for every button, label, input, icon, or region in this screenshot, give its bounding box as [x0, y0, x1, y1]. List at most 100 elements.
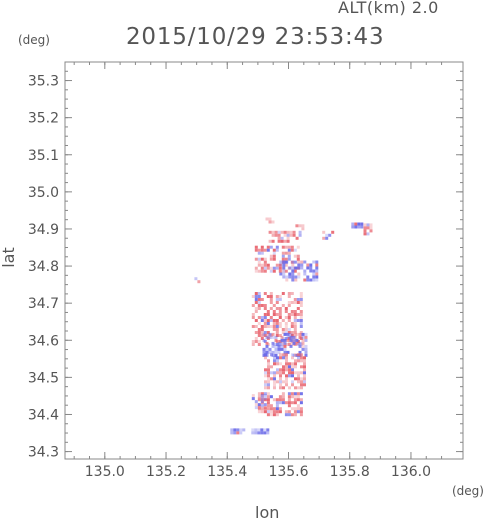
echo-cell [294, 377, 297, 381]
echo-cell [287, 395, 291, 399]
echo-cell [281, 331, 285, 334]
echo-cell [304, 347, 308, 351]
echo-cell [269, 325, 273, 328]
echo-cell [273, 371, 276, 375]
echo-cell [296, 301, 300, 304]
echo-cell [303, 269, 307, 273]
echo-cell [299, 413, 303, 417]
echo-cell [289, 335, 293, 339]
echo-cell [299, 292, 303, 295]
echo-cell [293, 301, 297, 304]
y-tick-label: 34.9 [28, 222, 59, 238]
echo-cell [260, 397, 264, 401]
echo-cell [266, 310, 270, 313]
echo-cell [287, 254, 291, 258]
echo-cell [254, 400, 258, 404]
echo-cell [271, 230, 275, 234]
echo-cell [297, 374, 300, 378]
echo-cell [295, 332, 299, 336]
echo-cell [265, 335, 269, 339]
echo-cell [294, 260, 298, 264]
echo-cell [288, 371, 291, 375]
x-tick-label: 135.2 [146, 464, 186, 480]
echo-cell [296, 395, 300, 399]
echo-cell [357, 225, 361, 229]
echo-cell [275, 322, 279, 325]
echo-cell [294, 275, 298, 279]
echo-cell [278, 298, 282, 301]
echo-cell [273, 374, 276, 378]
echo-cell [283, 338, 287, 342]
echo-cell [263, 410, 267, 414]
echo-cell [270, 365, 273, 369]
echo-cell [275, 407, 279, 411]
echo-cell [303, 371, 306, 375]
echo-cell [304, 344, 308, 348]
echo-cell [363, 229, 367, 233]
echo-cell [303, 359, 306, 363]
echo-cell [278, 263, 282, 267]
echo-cell [296, 407, 300, 411]
echo-cell [285, 368, 288, 372]
echo-cell [263, 248, 267, 252]
echo-cell [260, 325, 264, 328]
echo-cell [257, 410, 261, 414]
echo-cell [254, 257, 258, 261]
echo-cell [300, 383, 303, 387]
echo-cell [287, 392, 291, 396]
echo-cell [260, 428, 264, 432]
echo-cell [294, 365, 297, 369]
echo-cell [271, 335, 275, 339]
echo-cell [304, 338, 308, 342]
echo-cell [269, 395, 273, 399]
echo-cell [278, 401, 282, 405]
echo-cell [275, 331, 279, 334]
echo-cell [300, 386, 303, 390]
echo-cell [300, 371, 303, 375]
echo-cell [260, 319, 264, 322]
echo-cell [239, 431, 243, 435]
echo-cell [299, 316, 303, 319]
y-tick-label: 34.4 [28, 407, 59, 423]
echo-cell [273, 380, 276, 384]
echo-cell [290, 401, 294, 405]
echo-cell [272, 319, 276, 322]
echo-cell [279, 371, 282, 375]
echo-cell [288, 272, 292, 276]
echo-cell [265, 341, 269, 345]
echo-cell [303, 377, 306, 381]
echo-region-negative [351, 222, 364, 229]
echo-cell [325, 233, 329, 237]
echo-cell [280, 344, 284, 348]
echo-cell [263, 260, 267, 264]
echo-cell [268, 239, 272, 243]
echo-cell [288, 362, 291, 366]
echo-cell [251, 295, 255, 298]
echo-cell [300, 365, 303, 369]
echo-cell [263, 269, 267, 273]
echo-cell [281, 395, 285, 399]
echo-cell [289, 338, 293, 342]
echo-cell [282, 365, 285, 369]
echo-cell [360, 222, 364, 226]
echo-cell [293, 310, 297, 313]
echo-cell [300, 377, 303, 381]
echo-cell [257, 328, 261, 331]
echo-cell [290, 322, 294, 325]
echo-cell [254, 298, 258, 301]
echo-cell [266, 334, 270, 337]
echo-cell [275, 343, 279, 346]
echo-cell [292, 353, 296, 357]
echo-cell [351, 225, 355, 229]
echo-cell [369, 229, 373, 233]
echo-cell [275, 410, 279, 414]
echo-cell [288, 374, 291, 378]
echo-cell [299, 392, 303, 396]
echo-cell [303, 380, 306, 384]
echo-cell [322, 230, 326, 234]
echo-cell [293, 313, 297, 316]
echo-cell [299, 410, 303, 414]
y-tick-label: 35.2 [28, 111, 59, 127]
echo-cell [269, 295, 273, 298]
echo-cell [296, 392, 300, 396]
